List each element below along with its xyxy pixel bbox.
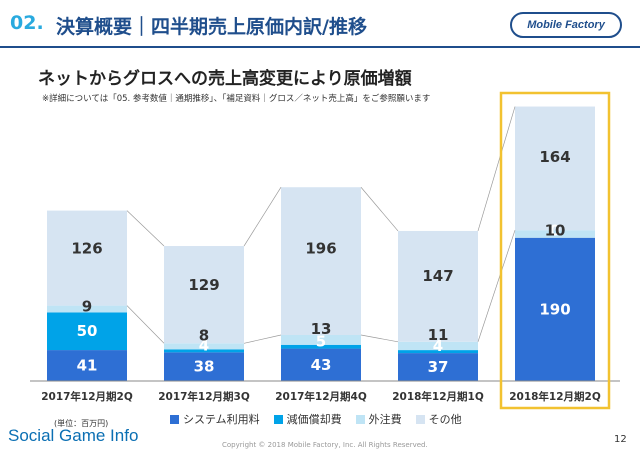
legend-label: 外注費 [368,413,402,426]
data-label: 190 [539,300,570,318]
bar-segment [164,246,244,344]
data-label: 50 [77,322,98,340]
bar-segment [47,210,127,306]
x-tick-label: 2018年12月期1Q [392,390,484,403]
data-label: 164 [539,148,570,166]
legend-swatch [355,414,365,424]
data-label: 43 [311,356,332,374]
bar-segment [281,187,361,336]
connector-line [243,187,282,247]
data-label: 147 [422,267,453,285]
bar-segment [281,348,361,381]
bar-segment [398,341,478,351]
data-label: 0 [550,222,560,240]
bar-segment [164,349,244,353]
connector-line [360,334,399,343]
data-label: 11 [428,326,449,344]
bar-segment [47,305,127,313]
data-label: 4 [433,337,443,355]
connector-line [243,334,282,344]
connector-line [126,305,165,344]
bar-segment [281,344,361,349]
bar-segment [164,352,244,381]
page-title: 決算概要｜四半期売上原価内訳/推移 [56,16,367,38]
highlight-box [499,91,611,410]
bar-segment [281,335,361,345]
bar-segment [398,230,478,342]
data-label: 5 [316,333,326,351]
bar-segment [398,353,478,381]
bar-segment [164,343,244,350]
data-label: 13 [311,320,332,338]
connector-line [360,186,399,232]
connector-line [477,106,516,232]
bar-segment [47,350,127,381]
data-label: 37 [428,358,449,376]
legend-swatch [273,414,283,424]
header: 02. 決算概要｜四半期売上原価内訳/推移 Mobile Factory [0,0,640,50]
header-divider [0,46,640,48]
legend-label: その他 [428,413,462,426]
connector-line [126,210,165,247]
footnote: ※詳細については「05. 参考数値｜通期推移」、「補足資料｜グロス／ネット売上高… [42,94,431,104]
legend-label: 減価償却費 [286,413,342,426]
bar-segment [515,237,595,381]
data-label: 9 [82,297,92,315]
company-logo: Mobile Factory [510,12,622,38]
watermark-text: Social Game Info [8,426,139,445]
data-label: 41 [77,357,98,375]
legend-item: その他 [415,411,462,427]
page-number: 12 [614,434,627,445]
legend-swatch [170,414,179,424]
x-tick-label: 2017年12月期4Q [275,390,367,403]
unit-label: (単位：百万円) [54,419,109,428]
bar-segment [515,106,595,231]
legend-item: システム利用料 [170,411,260,427]
x-tick-label: 2017年12月期2Q [41,390,133,403]
data-label: 129 [188,276,219,294]
section-number: 02. [10,12,44,34]
bar-segment [515,230,595,238]
bar-segment [47,312,127,351]
watermark: Social Game Info [8,426,138,446]
legend-item: 減価償却費 [273,411,342,427]
x-tick-label: 2018年12月期2Q [509,390,601,403]
data-label: 4 [199,336,209,354]
legend-swatch [415,414,425,424]
copyright: Copyright © 2018 Mobile Factory, Inc. Al… [222,441,428,449]
bar-segment [398,350,478,354]
slide-subtitle: ネットからグロスへの売上高変更により原価増額 [38,69,412,89]
legend-label: システム利用料 [183,413,260,426]
data-label: 8 [199,326,209,344]
data-label: 38 [194,358,215,376]
legend-item: 外注費 [355,411,402,427]
data-label: 126 [71,239,102,257]
data-label: 196 [305,240,336,258]
x-tick-label: 2017年12月期3Q [158,390,250,403]
connector-line [477,230,516,342]
data-label: 10 [545,222,566,240]
logo-text: Mobile Factory [527,19,605,31]
chart-legend: システム利用料 減価償却費 外注費 その他 [170,411,462,427]
